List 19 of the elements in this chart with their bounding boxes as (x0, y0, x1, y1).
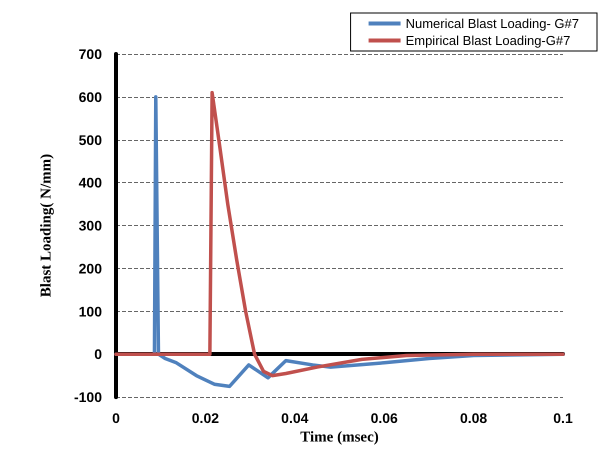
y-tick-label: -100 (74, 389, 102, 406)
x-axis-title: Time (msec) (300, 430, 379, 446)
y-tick-label: 500 (78, 132, 102, 148)
x-tick-label: 0.06 (370, 410, 398, 426)
x-tick-label: 0 (112, 410, 120, 426)
y-tick-label: 0 (94, 346, 102, 362)
y-tick-label: 700 (78, 46, 102, 62)
y-axis-title: Blast Loading( N/mm) (38, 154, 54, 298)
x-tick-label: 0.04 (281, 410, 309, 426)
legend-label: Numerical Blast Loading- G#7 (406, 16, 580, 31)
x-tick-label: 0.02 (192, 410, 220, 426)
y-tick-label: 300 (78, 218, 102, 234)
y-tick-label: 200 (78, 260, 102, 276)
x-tick-label: 0.1 (553, 410, 573, 426)
y-tick-label: 600 (78, 88, 102, 105)
y-tick-label: 100 (78, 303, 102, 320)
legend-label: Empirical Blast Loading-G#7 (406, 33, 570, 48)
y-tick-label: 400 (78, 174, 102, 191)
x-tick-label: 0.08 (460, 410, 488, 426)
